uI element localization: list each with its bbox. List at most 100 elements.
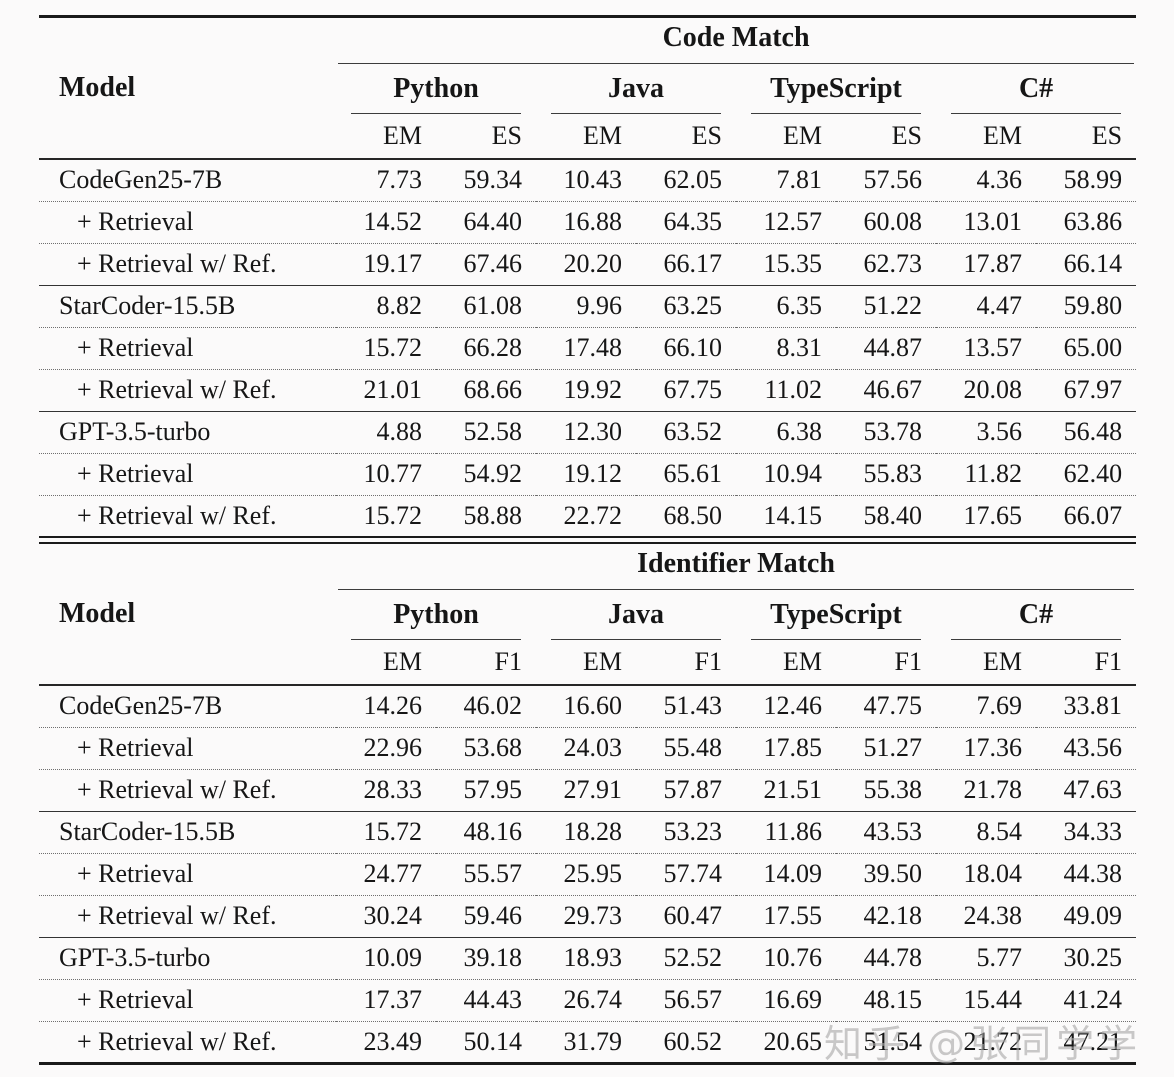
value-cell: 41.24 [1036,978,1137,1021]
metric-header-es: ES [836,114,936,160]
value-cell: 15.72 [336,326,436,369]
model-cell: + Retrieval w/ Ref. [39,368,336,411]
value-cell: 30.24 [336,894,436,937]
value-cell: 18.28 [536,810,636,853]
value-cell: 66.28 [436,326,536,369]
model-cell: StarCoder-15.5B [39,284,336,327]
table-row: + Retrieval w/ Ref. 23.49 50.14 31.79 60.52 2… [39,1020,1137,1063]
value-cell: 55.83 [836,452,936,495]
value-cell: 59.46 [436,894,536,937]
language-header-typescript: TypeScript [751,597,921,640]
table-row: + Retrieval w/ Ref. 15.72 58.88 22.72 68.50 1… [39,494,1137,537]
value-cell: 55.38 [836,768,936,811]
value-cell: 49.09 [1036,894,1137,937]
value-cell: 7.73 [376,165,423,195]
value-cell: 21.51 [736,768,836,811]
value-cell: 50.14 [436,1020,536,1063]
value-cell: 3.56 [936,410,1036,453]
value-cell: 64.35 [636,200,736,243]
value-cell: 53.78 [836,410,936,453]
value-cell: 58.88 [436,494,536,537]
value-cell: 60.08 [836,200,936,243]
value-cell: 28.33 [336,768,436,811]
value-cell: 44.78 [836,936,936,979]
value-cell: 30.25 [1036,936,1137,979]
identifier-match-table: Model Identifier Match Python Java TypeScrip… [39,542,1137,1065]
value-cell: 65.61 [636,452,736,495]
value-cell: 10.94 [736,452,836,495]
value-cell: 17.65 [936,494,1036,537]
metric-header-f1: F1 [636,640,736,686]
value-cell: 51.43 [663,691,723,721]
value-cell: 42.18 [836,894,936,937]
value-cell: 47.21 [1036,1020,1137,1063]
value-cell: 20.08 [936,368,1036,411]
value-cell: 9.96 [536,284,636,327]
value-cell: 54.92 [436,452,536,495]
table-row: StarCoder-15.5B 8.82 61.08 9.96 63.25 6.35 51.… [39,284,1137,327]
model-cell: + Retrieval [39,978,336,1021]
code-match-title: Code Match [338,18,1135,64]
table-row: + Retrieval w/ Ref. 21.01 68.66 19.92 67.75 1… [39,368,1137,411]
table-row: CodeGen25-7B 14.26 46.02 16.60 51.43 12.46 47.… [39,685,1136,727]
metric-header-f1: F1 [1036,640,1137,686]
value-cell: 19.92 [536,368,636,411]
value-cell: 29.73 [536,894,636,937]
metric-header-em: EM [336,640,436,686]
table-row: + Retrieval 17.37 44.43 26.74 56.57 16.69 48.1… [39,978,1137,1021]
value-cell: 10.77 [336,452,436,495]
code-match-table: Model Code Match Python Java TypeScript C# EM E… [39,15,1137,538]
value-cell: 17.37 [336,978,436,1021]
value-cell: 57.95 [436,768,536,811]
value-cell: 62.73 [836,242,936,285]
value-cell: 59.80 [1036,284,1137,327]
header-row-languages: Python Java TypeScript C# [39,64,1136,114]
value-cell: 21.01 [336,368,436,411]
language-header-java: Java [551,597,721,640]
value-cell: 67.46 [436,242,536,285]
header-row-languages: Python Java TypeScript C# [39,590,1136,640]
value-cell: 58.99 [1063,165,1123,195]
value-cell: 48.16 [436,810,536,853]
value-cell: 18.04 [936,852,1036,895]
language-header-python: Python [351,71,521,114]
table-row: + Retrieval 14.52 64.40 16.88 64.35 12.57 60.0… [39,200,1137,243]
value-cell: 24.77 [336,852,436,895]
metric-header-em: EM [936,114,1036,160]
value-cell: 11.82 [936,452,1036,495]
value-cell: 51.22 [836,284,936,327]
table-row: + Retrieval 24.77 55.57 25.95 57.74 14.09 39.5… [39,852,1137,895]
value-cell: 27.91 [536,768,636,811]
value-cell: 16.60 [563,691,623,721]
model-cell: GPT-3.5-turbo [39,410,336,453]
value-cell: 17.87 [936,242,1036,285]
value-cell: 15.72 [336,810,436,853]
value-cell: 47.75 [863,691,923,721]
value-cell: 20.20 [536,242,636,285]
value-cell: 14.15 [736,494,836,537]
table-row: GPT-3.5-turbo 4.88 52.58 12.30 63.52 6.38 53.7… [39,410,1137,453]
model-cell: + Retrieval w/ Ref. [39,894,336,937]
value-cell: 60.52 [636,1020,736,1063]
value-cell: 62.05 [663,165,723,195]
value-cell: 56.57 [636,978,736,1021]
value-cell: 66.14 [1036,242,1137,285]
value-cell: 16.69 [736,978,836,1021]
value-cell: 17.85 [736,726,836,769]
value-cell: 17.36 [936,726,1036,769]
value-cell: 11.02 [736,368,836,411]
value-cell: 44.38 [1036,852,1137,895]
value-cell: 15.72 [336,494,436,537]
value-cell: 15.44 [936,978,1036,1021]
value-cell: 14.52 [336,200,436,243]
value-cell: 57.74 [636,852,736,895]
metric-header-em: EM [736,640,836,686]
value-cell: 55.48 [636,726,736,769]
model-cell: + Retrieval w/ Ref. [39,242,336,285]
value-cell: 16.88 [536,200,636,243]
model-column-header: Model [39,543,336,686]
table-row: + Retrieval w/ Ref. 19.17 67.46 20.20 66.17 1… [39,242,1137,285]
metric-header-es: ES [636,114,736,160]
value-cell: 6.35 [736,284,836,327]
